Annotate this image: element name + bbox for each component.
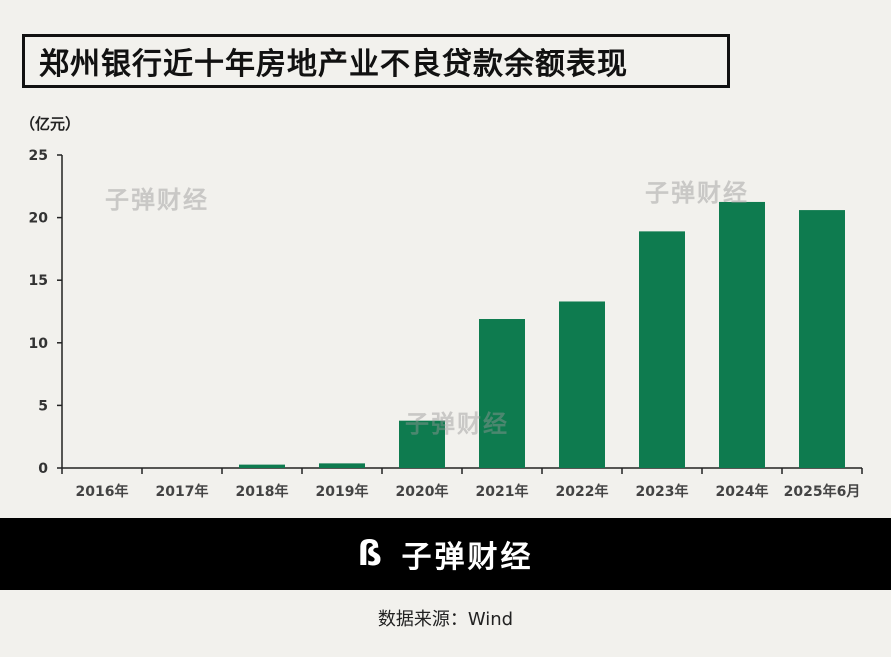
footer-banner: ß 子弹财经 [0,518,891,590]
bullet-logo-icon: ß [357,534,385,574]
watermark: 子弹财经 [405,410,509,438]
bar [399,420,445,468]
chart-title: 郑州银行近十年房地产业不良贷款余额表现 [22,34,730,88]
x-tick-label: 2021年 [476,483,529,500]
watermark: 子弹财经 [645,179,749,207]
bar [319,463,365,468]
bar-chart: 0 5 10 15 20 25 2016年 2017年 2018年 2019年 2020年 2021年… [29,148,863,500]
footer-brand: 子弹财经 [401,540,534,575]
x-tick-label: 2022年 [556,483,609,500]
x-tick-label: 2016年 [76,483,129,500]
x-tick-label: 2020年 [396,483,449,500]
y-tick-label: 10 [29,336,49,352]
bar [239,464,285,468]
watermark: 子弹财经 [105,186,209,214]
x-tick-label: 2024年 [716,483,769,500]
x-tick-label: 2025年6月 [784,483,861,500]
x-tick-label: 2017年 [156,483,209,500]
bar [719,201,765,468]
bar [559,301,605,468]
y-axis-unit: （亿元） [20,115,81,133]
bar [639,231,685,468]
x-tick-label: 2019年 [316,483,369,500]
y-tick-label: 20 [29,211,49,227]
y-tick-label: 25 [29,148,48,164]
x-tick-label: 2018年 [236,483,289,500]
x-tick-label: 2023年 [636,483,689,500]
y-tick-label: 5 [38,398,48,414]
bar [479,319,525,468]
data-source: 数据来源：Wind [377,609,514,630]
y-tick-label: 15 [29,273,48,289]
bar [799,210,845,468]
y-tick-label: 0 [38,461,48,477]
